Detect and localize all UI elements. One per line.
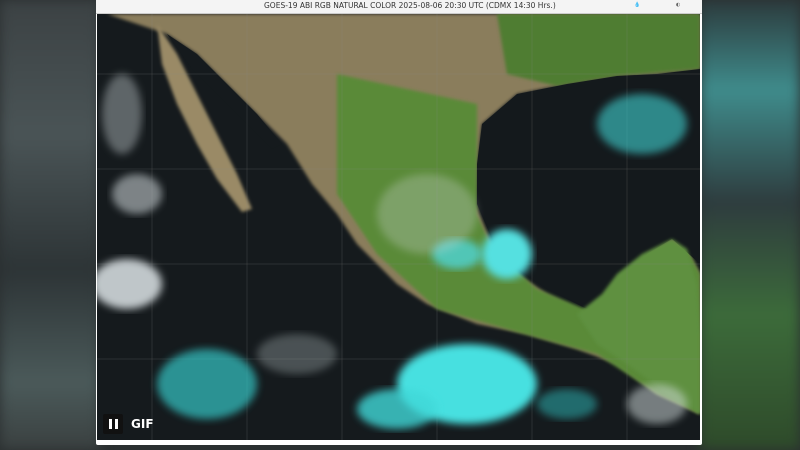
graticule [97, 14, 700, 440]
animation-controls: GIF [103, 414, 154, 434]
yucatan-peninsula [577, 239, 700, 414]
cloud-cover [97, 74, 687, 429]
title-bar: GOES-19 ABI RGB NATURAL COLOR 2025-08-06… [96, 0, 702, 14]
satellite-viewer: GOES-19 ABI RGB NATURAL COLOR 2025-08-06… [96, 0, 702, 445]
pause-button[interactable] [103, 414, 123, 434]
smn-logo: ◐ [676, 2, 681, 8]
pause-icon [108, 419, 112, 429]
gif-button[interactable]: GIF [131, 417, 154, 431]
conagua-logo: 💧 [634, 2, 641, 8]
image-title: GOES-19 ABI RGB NATURAL COLOR 2025-08-06… [264, 1, 556, 10]
satellite-image: GIF [97, 14, 700, 440]
blurred-background-right [700, 0, 800, 450]
blurred-background-left [0, 0, 100, 450]
baja-california [157, 24, 252, 212]
pause-icon [114, 419, 118, 429]
satellite-map [97, 14, 700, 440]
